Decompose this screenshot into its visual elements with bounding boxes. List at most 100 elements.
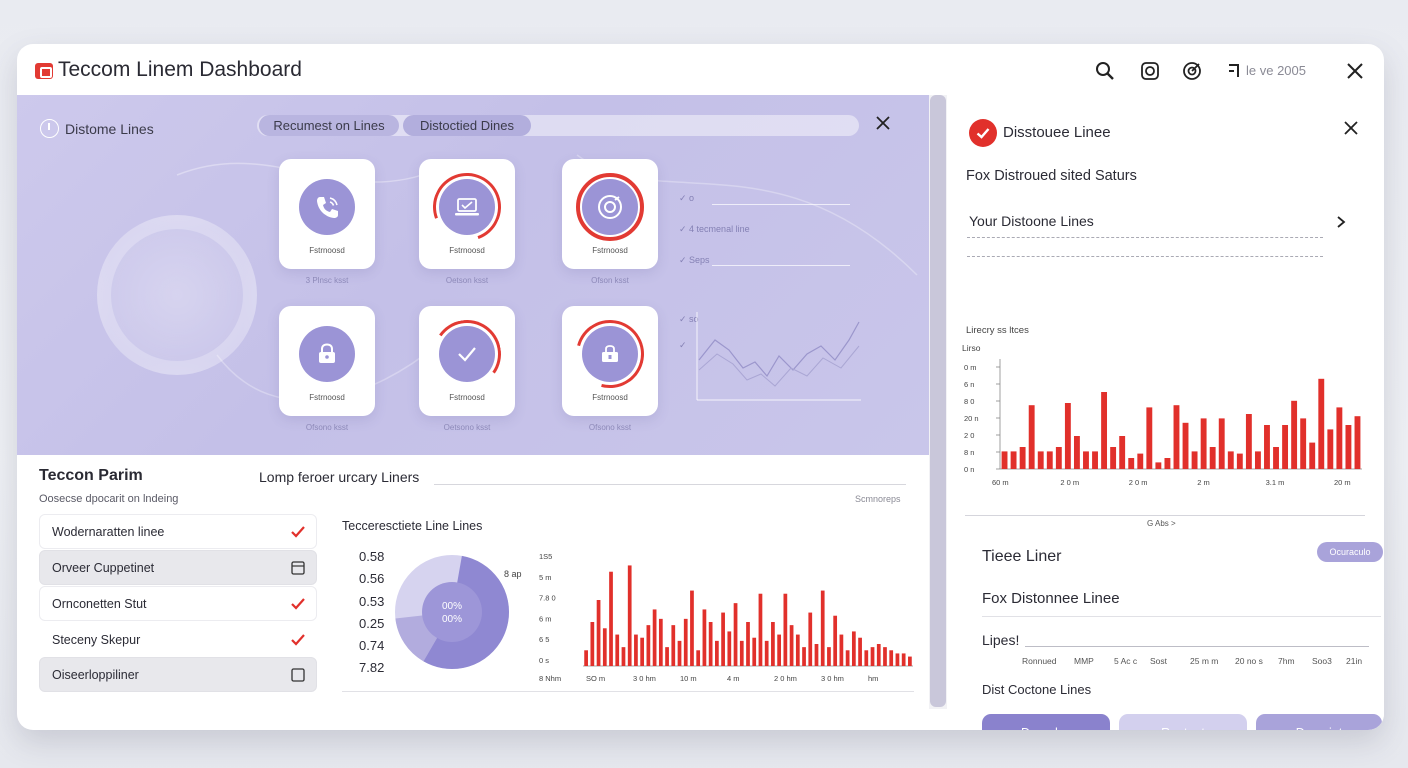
panel-row-label[interactable]: Your Distoone Lines	[969, 213, 1094, 229]
y-tick-label: 0 s	[539, 656, 549, 665]
bar	[839, 634, 844, 666]
bar	[1064, 403, 1071, 469]
bar	[783, 593, 788, 666]
y-axis-title: Lirso	[962, 343, 981, 353]
check-icon	[291, 634, 305, 646]
bar	[1101, 392, 1108, 469]
slider-track[interactable]	[1025, 646, 1369, 647]
tertiary-button[interactable]: Demoint	[1256, 714, 1382, 730]
donut-center	[422, 582, 482, 642]
card-caption: Fstrnoosd	[449, 246, 485, 255]
vertical-scrollbar[interactable]	[929, 95, 947, 709]
tab-recumest[interactable]: Recumest on Lines	[259, 115, 399, 136]
card-folder-lock[interactable]: Fstrnoosd	[562, 306, 658, 416]
x-tick-label: 4 m	[727, 674, 740, 683]
checkbox-icon[interactable]	[290, 667, 306, 683]
x-tick-label: 10 m	[680, 674, 697, 683]
bar	[1092, 451, 1098, 469]
status-check-icon	[969, 119, 997, 147]
bar	[727, 631, 732, 666]
list-item[interactable]: Steceny Skepur	[39, 622, 317, 657]
bar	[1046, 451, 1053, 469]
bar	[1173, 405, 1180, 469]
exit-icon[interactable]	[1223, 60, 1245, 82]
search-icon[interactable]	[1094, 60, 1116, 82]
title-bar: Teccom Linem Dashboard le ve 2005	[17, 44, 1384, 95]
x-tick-label: 3 0 hm	[633, 674, 656, 683]
x-tick-label: 2 0 hm	[774, 674, 797, 683]
card-sub: Oetsono ksst	[443, 423, 491, 432]
bar	[640, 637, 645, 666]
bar	[814, 644, 819, 666]
y-tick-label: 1S5	[539, 552, 552, 561]
checkbox-icon[interactable]	[290, 560, 306, 576]
bar	[1273, 447, 1279, 469]
right-bar-chart: Lirso 0 m 6 n 8 0 20 n 2 0 8 n 0 n 60 m 2 0 m 2 0 …	[962, 343, 1362, 487]
primary-button[interactable]: Doandse	[982, 714, 1110, 730]
bar	[1110, 447, 1117, 469]
bar	[1119, 436, 1126, 469]
lipes-label: Lipes!	[982, 632, 1020, 648]
card-sub: Ofsono ksst	[588, 423, 632, 432]
bar	[596, 600, 601, 666]
bar	[1318, 378, 1325, 469]
card-check[interactable]: Fstrnoosd	[419, 306, 515, 416]
list-item-label: Ornconetten Stut	[52, 596, 147, 611]
chevron-right-icon[interactable]	[1335, 215, 1349, 229]
list-item[interactable]: Wodernaratten linee	[39, 514, 317, 549]
bar	[677, 640, 682, 666]
bar	[671, 625, 676, 666]
bar	[615, 634, 620, 666]
bar	[1182, 422, 1189, 469]
right-panel: Disstouee Linee Fox Distroued sited Satu…	[947, 95, 1384, 730]
hero-close-icon[interactable]	[875, 115, 895, 135]
phone-icon	[299, 179, 355, 235]
list-item[interactable]: Oiseerloppiliner	[39, 657, 317, 692]
bar	[1128, 458, 1135, 469]
bar	[1010, 451, 1017, 469]
checklist-item: ✓ o	[679, 193, 695, 203]
y-tick-label: 8 0	[964, 397, 974, 406]
bar	[658, 618, 663, 666]
bar	[634, 634, 638, 666]
scrollbar-thumb[interactable]	[930, 95, 946, 707]
card-phone[interactable]: Fstrnoosd	[279, 159, 375, 269]
list-item-label: Steceny Skepur	[52, 632, 141, 647]
bar	[889, 650, 894, 666]
bar	[602, 628, 607, 666]
tick-label: 5 Ac c	[1114, 656, 1138, 666]
list-item[interactable]: Ornconetten Stut	[39, 586, 317, 621]
bar	[1155, 462, 1162, 469]
bar	[1227, 451, 1234, 469]
panel-close-icon[interactable]	[1343, 120, 1363, 140]
tab-distoctied[interactable]: Distoctied Dines	[403, 115, 531, 136]
card-lock[interactable]: Fstrnoosd	[279, 306, 375, 416]
status-pill[interactable]: Ocuraculo	[1317, 542, 1383, 562]
close-window-icon[interactable]	[1344, 60, 1366, 82]
card-laptop[interactable]: Fstrnoosd	[419, 159, 515, 269]
value-item: 0.25	[359, 616, 385, 631]
bar	[789, 625, 794, 666]
mini-title: Tecceresctiete Line Lines	[342, 519, 483, 533]
value-item: 0.58	[359, 549, 385, 564]
panel-title: Disstouee Linee	[1003, 124, 1111, 141]
checklist-item: ✓	[679, 340, 687, 350]
target-icon[interactable]	[1181, 60, 1203, 82]
list-item[interactable]: Orveer Cuppetinet	[39, 550, 317, 585]
secondary-button[interactable]: Rontunt	[1119, 714, 1247, 730]
camera-icon[interactable]	[1139, 60, 1161, 82]
donut-center-bottom: 00%	[442, 614, 462, 625]
chart-note: G Abs >	[1147, 519, 1176, 528]
value-item: 0.53	[359, 594, 385, 609]
bar	[771, 622, 775, 666]
value-item: 0.74	[359, 638, 385, 653]
list-item-label: Oiseerloppiliner	[52, 667, 139, 682]
x-tick-label: SO m	[586, 674, 605, 683]
bar	[908, 656, 912, 666]
card-target[interactable]: Fstrnoosd	[562, 159, 658, 269]
bar	[858, 637, 862, 666]
card-caption: Fstrnoosd	[309, 393, 345, 402]
lamp-title: Lomp feroer urcary Liners	[259, 469, 420, 485]
bar	[1218, 418, 1225, 469]
bar	[870, 647, 875, 666]
